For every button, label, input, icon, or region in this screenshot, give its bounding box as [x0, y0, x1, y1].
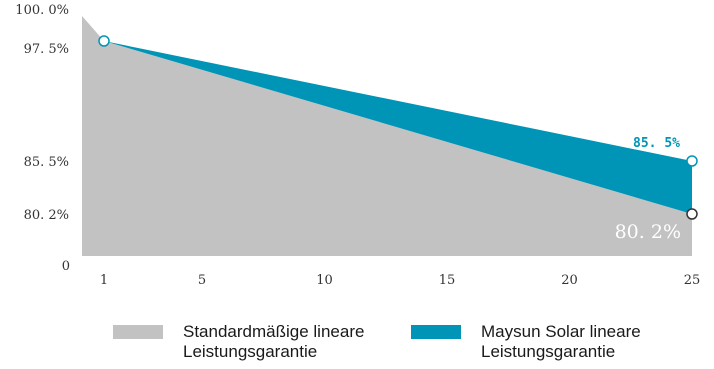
legend-swatch-standard — [113, 325, 163, 339]
legend-swatch-maysun — [411, 325, 461, 339]
x-tick-label-25: 25 — [684, 273, 701, 288]
x-tick-label-15: 15 — [439, 273, 456, 288]
legend-label-maysun: Maysun Solar lineare Leistungsgarantie — [481, 322, 641, 361]
end-markers — [98, 35, 698, 220]
marker-standard-end — [686, 208, 698, 220]
legend-standard: Standardmäßige lineare Leistungsgarantie — [113, 322, 403, 362]
legend-label-standard: Standardmäßige lineare Leistungsgarantie — [183, 322, 365, 361]
chart-areas — [82, 16, 692, 256]
marker-start — [98, 35, 110, 47]
warranty-chart: 080. 2%85. 5%97. 5%100. 0% 1 5 10 15 20 25 85… — [15, 3, 700, 288]
y-tick-label: 80. 2% — [24, 208, 69, 223]
legend-maysun: Maysun Solar lineare Leistungsgarantie — [411, 322, 701, 362]
area-standard — [82, 16, 692, 256]
x-tick-label-5: 5 — [198, 273, 206, 288]
label-maysun-end: 85. 5% — [633, 136, 680, 151]
y-tick-label: 100. 0% — [15, 3, 69, 18]
end-labels: 85. 5% 80. 2% — [615, 136, 681, 243]
x-tick-label-1: 1 — [100, 273, 108, 288]
y-tick-label: 0 — [62, 259, 70, 274]
x-axis: 1 5 10 15 20 25 — [100, 273, 700, 288]
label-standard-end: 80. 2% — [615, 221, 681, 243]
y-tick-label: 85. 5% — [24, 155, 69, 170]
x-tick-label-20: 20 — [561, 273, 578, 288]
area-maysun — [104, 41, 692, 214]
y-tick-label: 97. 5% — [24, 42, 69, 57]
y-axis: 0 80. 2% 85. 5% 97. 5% 100. 0% — [15, 3, 70, 274]
x-tick-label-10: 10 — [316, 273, 333, 288]
marker-maysun-end — [686, 155, 698, 167]
